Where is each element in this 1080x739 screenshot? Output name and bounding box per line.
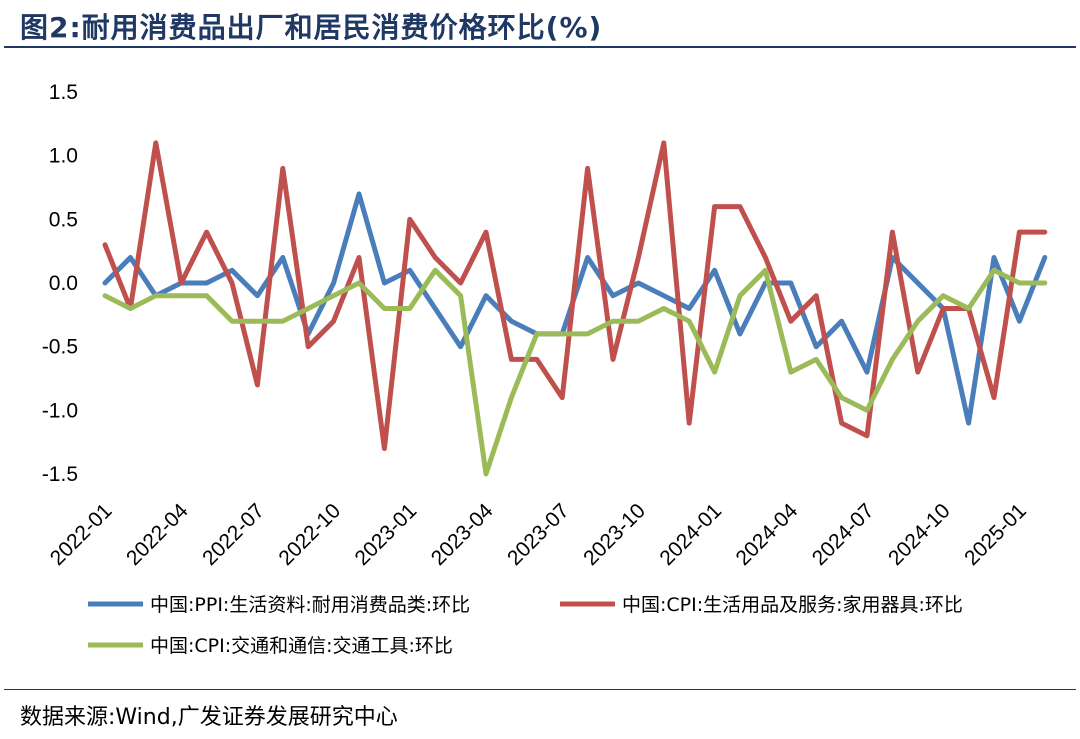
chart-title: 图2:耐用消费品出厂和居民消费价格环比(%) <box>20 11 603 44</box>
x-tick-label: 2023-07 <box>503 499 574 570</box>
x-tick-label: 2022-01 <box>46 499 117 570</box>
x-tick-label: 2022-04 <box>122 499 193 570</box>
y-tick-label: 1.5 <box>49 81 78 104</box>
x-axis-ticks: 2022-01 2022-04 2022-07 2022-10 2023-01 2023-… <box>46 499 1031 570</box>
y-tick-label: 0.5 <box>49 208 78 231</box>
y-tick-label: -1.5 <box>42 463 78 486</box>
y-tick-label: -0.5 <box>42 336 78 359</box>
x-tick-label: 2025-01 <box>960 499 1031 570</box>
legend-label-1: 中国:PPI:生活资料:耐用消费品类:环比 <box>150 594 470 616</box>
y-tick-label: -1.0 <box>42 399 78 422</box>
x-tick-label: 2024-10 <box>884 499 955 570</box>
x-tick-label: 2023-01 <box>351 499 422 570</box>
x-tick-label: 2024-04 <box>732 499 803 570</box>
legend-label-3: 中国:CPI:交通和通信:交通工具:环比 <box>150 635 453 657</box>
line-chart: 1.51.00.50.0-0.5-1.0-1.5 2022-01 2022-04 2… <box>42 81 1048 657</box>
y-tick-label: 1.0 <box>49 145 78 168</box>
x-tick-label: 2022-10 <box>274 499 345 570</box>
x-tick-label: 2023-10 <box>579 499 650 570</box>
x-tick-label: 2023-04 <box>427 499 498 570</box>
x-tick-label: 2024-01 <box>655 499 726 570</box>
title-divider <box>4 46 1076 48</box>
legend: 中国:PPI:生活资料:耐用消费品类:环比 中国:CPI:生活用品及服务:家用器具… <box>88 594 963 657</box>
legend-label-2: 中国:CPI:生活用品及服务:家用器具:环比 <box>622 594 963 616</box>
x-tick-label: 2022-07 <box>198 499 269 570</box>
y-axis-ticks: 1.5 1.0 0.5 0.0 -0.5 -1.0 -1.5 <box>42 81 78 486</box>
series-line-2 <box>102 140 1048 451</box>
series-lines <box>102 140 1048 477</box>
series-line-3 <box>102 267 1048 477</box>
y-tick-label: 0.0 <box>49 272 78 295</box>
footer-divider <box>4 689 1076 690</box>
source-note: 数据来源:Wind,广发证券发展研究中心 <box>20 705 398 730</box>
x-tick-label: 2024-07 <box>808 499 879 570</box>
